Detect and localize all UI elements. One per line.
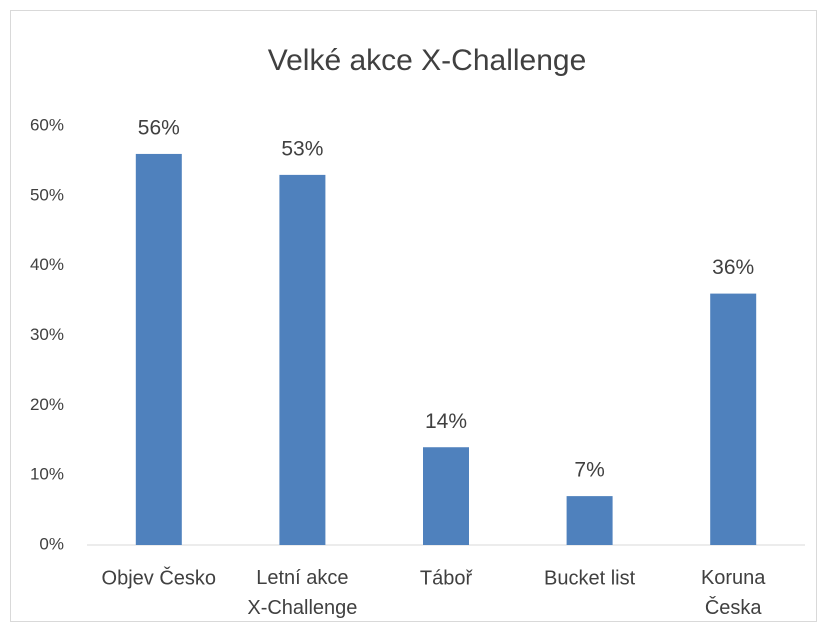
y-tick-label: 50% [30,185,64,204]
y-tick-label: 10% [30,465,64,484]
y-tick-label: 40% [30,255,64,274]
data-label: 53% [281,137,323,160]
x-tick-label: Bucket list [544,567,636,589]
bar [710,293,757,545]
bar [135,153,182,545]
data-label: 36% [712,256,754,279]
bar [566,496,613,545]
y-tick-label: 20% [30,395,64,414]
data-label: 56% [138,116,180,139]
x-tick-label: Koruna Česka [701,567,766,619]
x-tick-label: Letní akce X-Challenge [247,567,357,619]
x-tick-label: Táboř [420,567,474,589]
y-tick-label: 30% [30,325,64,344]
data-label: 14% [425,410,467,433]
chart-border [10,10,817,622]
chart-title: Velké akce X-Challenge [268,44,587,77]
y-tick-label: 60% [30,115,64,134]
bar [423,447,469,545]
y-tick-label: 0% [39,534,64,553]
bar [279,174,326,545]
x-tick-label: Objev Česko [102,566,217,589]
data-label: 7% [574,459,604,482]
